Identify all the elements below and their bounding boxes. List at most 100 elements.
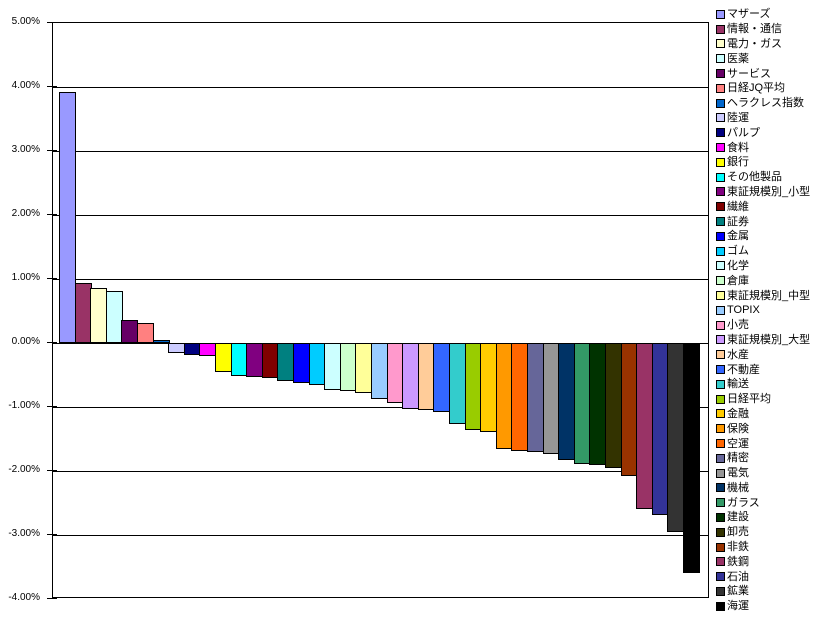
legend-item-サービス[interactable]: サービス <box>716 66 834 81</box>
chart-bar-銀行[interactable] <box>215 343 232 372</box>
legend-item-証券[interactable]: 証券 <box>716 214 834 229</box>
legend-item-陸運[interactable]: 陸運 <box>716 111 834 126</box>
legend-item-食料[interactable]: 食料 <box>716 140 834 155</box>
legend-label: 非鉄 <box>727 541 749 554</box>
legend-swatch-icon <box>716 439 725 448</box>
chart-bar-輸送[interactable] <box>449 343 466 424</box>
legend-swatch-icon <box>716 542 725 552</box>
legend-label: ゴム <box>727 245 749 258</box>
legend-swatch-icon <box>716 128 725 138</box>
y-axis-tick-label: 2.00% <box>11 208 40 219</box>
chart-bar-化学[interactable] <box>324 343 341 390</box>
chart-bar-金属[interactable] <box>293 343 310 383</box>
legend-item-電気[interactable]: 電気 <box>716 466 834 481</box>
chart-bar-TOPIX[interactable] <box>371 343 388 399</box>
legend-label: 金融 <box>727 407 749 420</box>
legend-item-倉庫[interactable]: 倉庫 <box>716 273 834 288</box>
legend-label: 海運 <box>727 600 749 613</box>
legend-item-輸送[interactable]: 輸送 <box>716 377 834 392</box>
chart-bar-機械[interactable] <box>558 343 575 460</box>
legend-item-ガラス[interactable]: ガラス <box>716 495 834 510</box>
chart-bar-日経JQ平均[interactable] <box>137 323 154 343</box>
chart-bar-東証規模別_中型[interactable] <box>355 343 372 393</box>
legend-item-海運[interactable]: 海運 <box>716 599 834 614</box>
legend-item-金融[interactable]: 金融 <box>716 407 834 422</box>
chart-bar-東証規模別_大型[interactable] <box>402 343 419 409</box>
legend-item-パルプ[interactable]: パルプ <box>716 125 834 140</box>
legend-item-ヘラクレス指数[interactable]: ヘラクレス指数 <box>716 96 834 111</box>
legend-item-建設[interactable]: 建設 <box>716 510 834 525</box>
chart-bar-電力・ガス[interactable] <box>90 288 107 343</box>
y-axis-tick-mark <box>47 22 57 23</box>
legend-item-情報・通信[interactable]: 情報・通信 <box>716 22 834 37</box>
plot-area <box>52 22 709 598</box>
legend-item-電力・ガス[interactable]: 電力・ガス <box>716 37 834 52</box>
chart-bar-東証規模別_小型[interactable] <box>246 343 263 377</box>
legend-item-空運[interactable]: 空運 <box>716 436 834 451</box>
chart-bar-空運[interactable] <box>511 343 528 451</box>
y-axis-tick-mark <box>47 278 57 279</box>
legend-item-繊維[interactable]: 繊維 <box>716 199 834 214</box>
legend-item-精密[interactable]: 精密 <box>716 451 834 466</box>
chart-bar-鉱業[interactable] <box>667 343 684 532</box>
legend-item-鉄鋼[interactable]: 鉄鋼 <box>716 554 834 569</box>
legend-label: 小売 <box>727 319 749 332</box>
chart-bar-サービス[interactable] <box>121 320 138 343</box>
y-axis-tick-mark <box>47 470 57 471</box>
chart-bar-卸売[interactable] <box>605 343 622 468</box>
y-axis-tick-label: 4.00% <box>11 80 40 91</box>
chart-bar-陸運[interactable] <box>168 343 185 353</box>
legend-item-水産[interactable]: 水産 <box>716 347 834 362</box>
legend-label: TOPIX <box>727 304 760 317</box>
chart-bar-証券[interactable] <box>277 343 294 381</box>
legend-label: 証券 <box>727 215 749 228</box>
chart-bar-海運[interactable] <box>683 343 700 573</box>
legend-item-不動産[interactable]: 不動産 <box>716 362 834 377</box>
legend-item-卸売[interactable]: 卸売 <box>716 525 834 540</box>
legend-swatch-icon <box>716 143 725 153</box>
legend-item-TOPIX[interactable]: TOPIX <box>716 303 834 318</box>
legend-swatch-icon <box>716 9 725 19</box>
legend-label: 石油 <box>727 570 749 583</box>
chart-bar-建設[interactable] <box>589 343 606 465</box>
legend-item-東証規模別_中型[interactable]: 東証規模別_中型 <box>716 288 834 303</box>
chart-bar-食料[interactable] <box>199 343 216 356</box>
legend-item-銀行[interactable]: 銀行 <box>716 155 834 170</box>
legend-swatch-icon <box>716 24 725 34</box>
legend-label: 機械 <box>727 481 749 494</box>
legend-item-非鉄[interactable]: 非鉄 <box>716 540 834 555</box>
legend-item-機械[interactable]: 機械 <box>716 481 834 496</box>
legend-swatch-icon <box>716 601 725 611</box>
legend-item-日経平均[interactable]: 日経平均 <box>716 392 834 407</box>
legend-item-金属[interactable]: 金属 <box>716 229 834 244</box>
legend-label: 陸運 <box>727 111 749 124</box>
legend-label: サービス <box>727 67 771 80</box>
chart-bar-金融[interactable] <box>480 343 497 432</box>
chart-bar-精密[interactable] <box>527 343 544 452</box>
legend-swatch-icon <box>716 320 725 330</box>
legend-item-石油[interactable]: 石油 <box>716 569 834 584</box>
chart-bar-ヘラクレス指数[interactable] <box>153 340 170 343</box>
legend-item-日経JQ平均[interactable]: 日経JQ平均 <box>716 81 834 96</box>
legend-item-保険[interactable]: 保険 <box>716 421 834 436</box>
chart-bar-マザーズ[interactable] <box>59 92 76 343</box>
legend-item-マザーズ[interactable]: マザーズ <box>716 7 834 22</box>
legend-swatch-icon <box>716 468 725 478</box>
chart-bar-医薬[interactable] <box>106 291 123 343</box>
legend-swatch-icon <box>716 231 725 241</box>
chart-bar-鉄鋼[interactable] <box>636 343 653 509</box>
legend-item-化学[interactable]: 化学 <box>716 259 834 274</box>
chart-bar-不動産[interactable] <box>433 343 450 412</box>
legend-item-東証規模別_小型[interactable]: 東証規模別_小型 <box>716 185 834 200</box>
legend-item-鉱業[interactable]: 鉱業 <box>716 584 834 599</box>
legend-label: 繊維 <box>727 200 749 213</box>
legend-item-ゴム[interactable]: ゴム <box>716 244 834 259</box>
legend-swatch-icon <box>716 335 725 345</box>
legend-item-東証規模別_大型[interactable]: 東証規模別_大型 <box>716 333 834 348</box>
legend-label: 化学 <box>727 259 749 272</box>
legend-label: 輸送 <box>727 378 749 391</box>
gridline <box>53 87 708 88</box>
legend-item-小売[interactable]: 小売 <box>716 318 834 333</box>
legend-item-その他製品[interactable]: その他製品 <box>716 170 834 185</box>
legend-item-医薬[interactable]: 医薬 <box>716 51 834 66</box>
